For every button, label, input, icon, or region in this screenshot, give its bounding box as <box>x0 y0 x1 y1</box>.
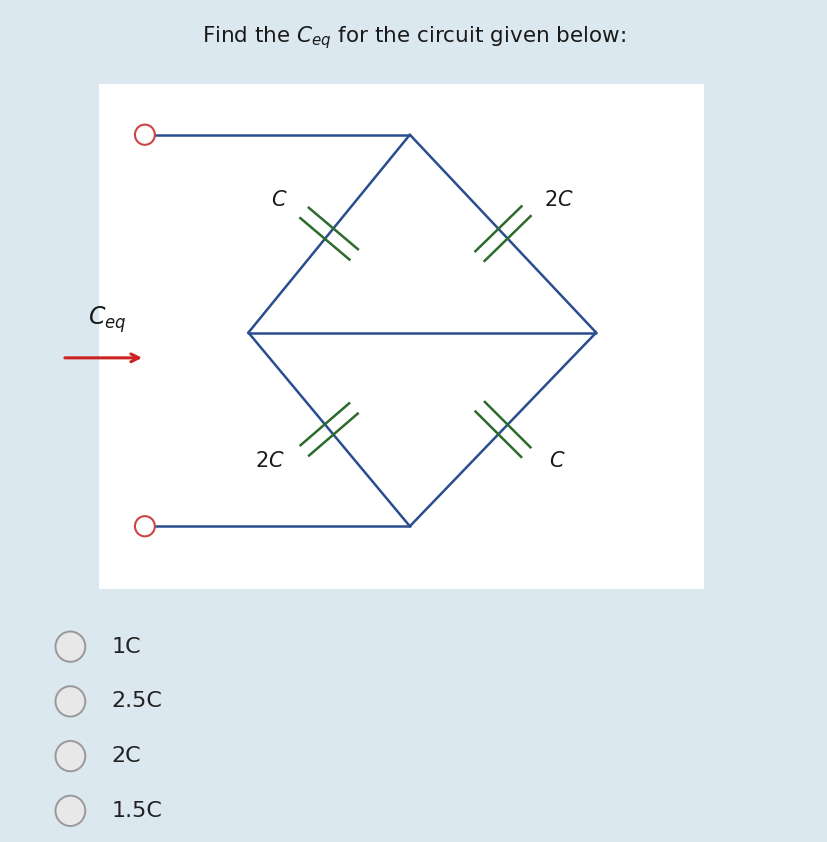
Text: 2C: 2C <box>112 746 141 766</box>
Circle shape <box>135 125 155 145</box>
Text: 2.5C: 2.5C <box>112 691 162 711</box>
Text: Find the $C_{eq}$ for the circuit given below:: Find the $C_{eq}$ for the circuit given … <box>202 24 625 51</box>
Text: $2C$: $2C$ <box>255 451 284 472</box>
Circle shape <box>55 796 85 826</box>
FancyArrowPatch shape <box>65 354 139 362</box>
Circle shape <box>55 632 85 662</box>
Text: 1.5C: 1.5C <box>112 801 162 821</box>
Bar <box>99 84 703 589</box>
Circle shape <box>55 741 85 771</box>
Text: $C_{eq}$: $C_{eq}$ <box>88 305 127 335</box>
Circle shape <box>135 516 155 536</box>
Text: $C$: $C$ <box>271 190 287 210</box>
Circle shape <box>55 686 85 717</box>
Text: $C$: $C$ <box>548 451 564 472</box>
Text: $2C$: $2C$ <box>544 190 573 210</box>
Text: 1C: 1C <box>112 637 141 657</box>
